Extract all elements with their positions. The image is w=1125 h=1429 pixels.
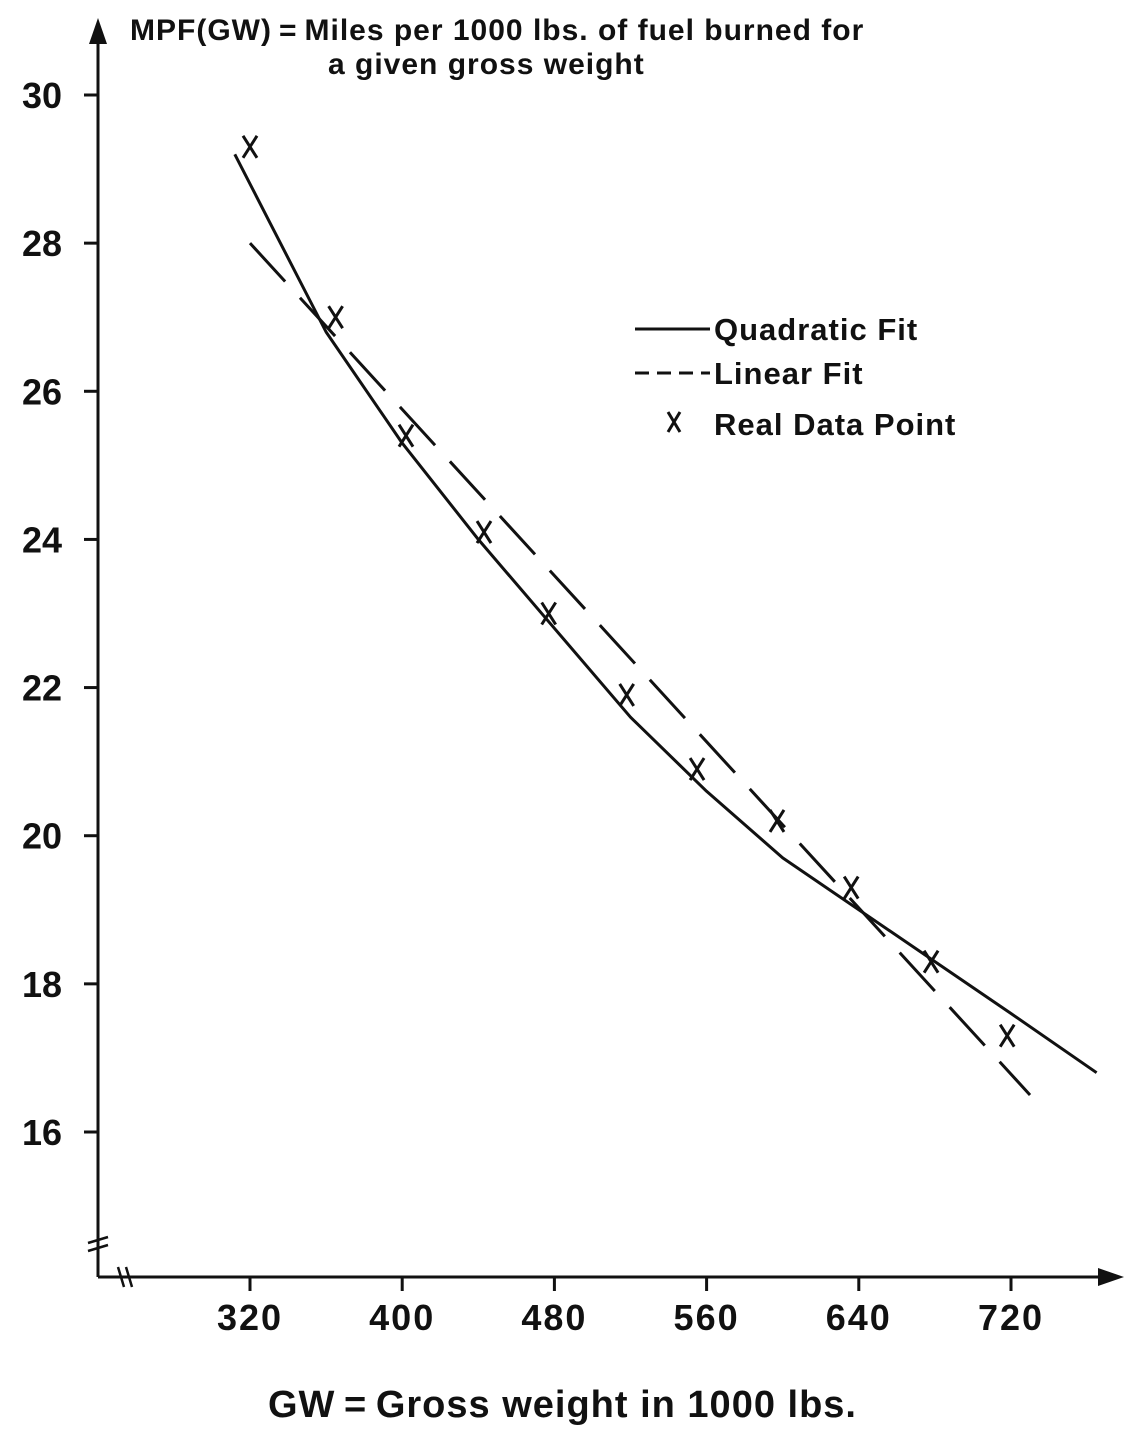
series-quadratic-fit-line <box>233 153 1098 1074</box>
data-point-marker <box>768 809 786 833</box>
data-point-marker <box>397 423 415 448</box>
data-point-marker <box>688 757 706 781</box>
x-tick-label: 320 <box>217 1297 283 1338</box>
data-point-marker <box>475 520 493 544</box>
data-point-marker <box>540 601 557 626</box>
chart-title: MPF(GW) = Miles per 1000 lbs. of fuel bu… <box>130 14 865 47</box>
y-axis-break-mark <box>87 1235 109 1253</box>
legend-x-marker-icon <box>666 411 682 433</box>
data-point-marker <box>842 875 860 900</box>
data-point-marker <box>327 305 344 330</box>
series-linear-fit-line <box>248 242 1032 1096</box>
y-tick-label: 18 <box>22 964 62 1005</box>
y-tick-label: 28 <box>22 223 62 264</box>
x-axis-label: GW = Gross weight in 1000 lbs. <box>268 1384 857 1426</box>
legend: Quadratic Fit Linear Fit Real Data Point <box>635 312 956 442</box>
data-point-marker <box>241 135 259 159</box>
y-tick-label: 16 <box>22 1112 62 1153</box>
x-tick-label: 640 <box>826 1297 892 1338</box>
legend-label: Quadratic Fit <box>714 312 918 347</box>
legend-label: Linear Fit <box>714 356 864 391</box>
data-point-marker <box>998 1023 1016 1048</box>
x-axis-break-mark <box>116 1266 134 1288</box>
y-axis-arrow-icon <box>89 18 107 44</box>
y-tick-label: 24 <box>22 519 62 560</box>
x-tick-label: 720 <box>978 1297 1044 1338</box>
x-tick-label: 400 <box>369 1297 435 1338</box>
y-tick-label: 20 <box>22 816 62 857</box>
y-tick-label: 22 <box>22 668 62 709</box>
x-tick-label: 480 <box>521 1297 587 1338</box>
y-tick-label: 30 <box>22 75 62 116</box>
x-axis-arrow-icon <box>1098 1268 1124 1286</box>
y-tick-label: 26 <box>22 371 62 412</box>
legend-label: Real Data Point <box>714 407 956 442</box>
chart-title-line2: a given gross weight <box>328 48 645 81</box>
x-tick-label: 560 <box>674 1297 740 1338</box>
data-point-marker <box>922 949 940 974</box>
data-point-marker <box>618 683 635 707</box>
